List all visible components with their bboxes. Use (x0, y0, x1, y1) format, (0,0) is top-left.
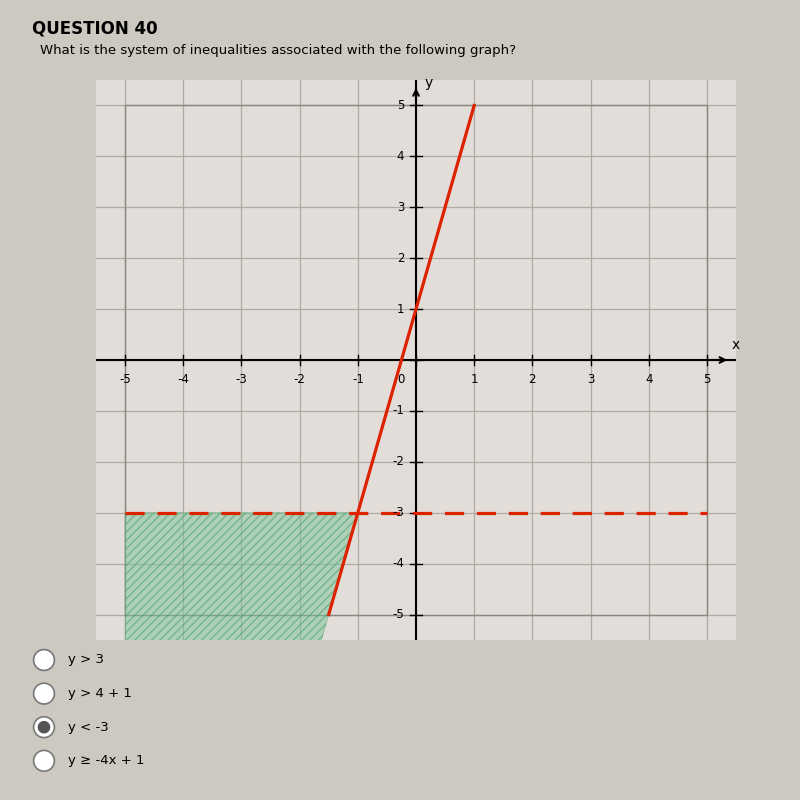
Text: -2: -2 (294, 373, 306, 386)
Text: -1: -1 (352, 373, 364, 386)
Text: 2: 2 (397, 252, 404, 265)
Text: -2: -2 (393, 455, 404, 468)
Text: 2: 2 (529, 373, 536, 386)
Text: 1: 1 (470, 373, 478, 386)
Text: y > 3: y > 3 (68, 654, 104, 666)
Text: -5: -5 (119, 373, 131, 386)
Text: 4: 4 (645, 373, 653, 386)
Text: 1: 1 (397, 302, 404, 315)
Text: 3: 3 (397, 201, 404, 214)
Text: 5: 5 (703, 373, 710, 386)
Text: -4: -4 (178, 373, 190, 386)
Text: What is the system of inequalities associated with the following graph?: What is the system of inequalities assoc… (40, 44, 516, 57)
Text: 4: 4 (397, 150, 404, 163)
Text: y ≥ -4x + 1: y ≥ -4x + 1 (68, 754, 145, 767)
Text: -4: -4 (393, 557, 404, 570)
Text: y: y (425, 75, 433, 90)
Text: -3: -3 (393, 506, 404, 519)
Text: 5: 5 (397, 99, 404, 112)
Text: QUESTION 40: QUESTION 40 (32, 20, 158, 38)
Text: x: x (732, 338, 740, 352)
Text: 3: 3 (587, 373, 594, 386)
Text: -5: -5 (393, 608, 404, 621)
Text: -1: -1 (393, 405, 404, 418)
Text: 0: 0 (397, 373, 404, 386)
Text: -3: -3 (235, 373, 247, 386)
Text: y > 4 + 1: y > 4 + 1 (68, 687, 132, 700)
Text: y < -3: y < -3 (68, 721, 109, 734)
